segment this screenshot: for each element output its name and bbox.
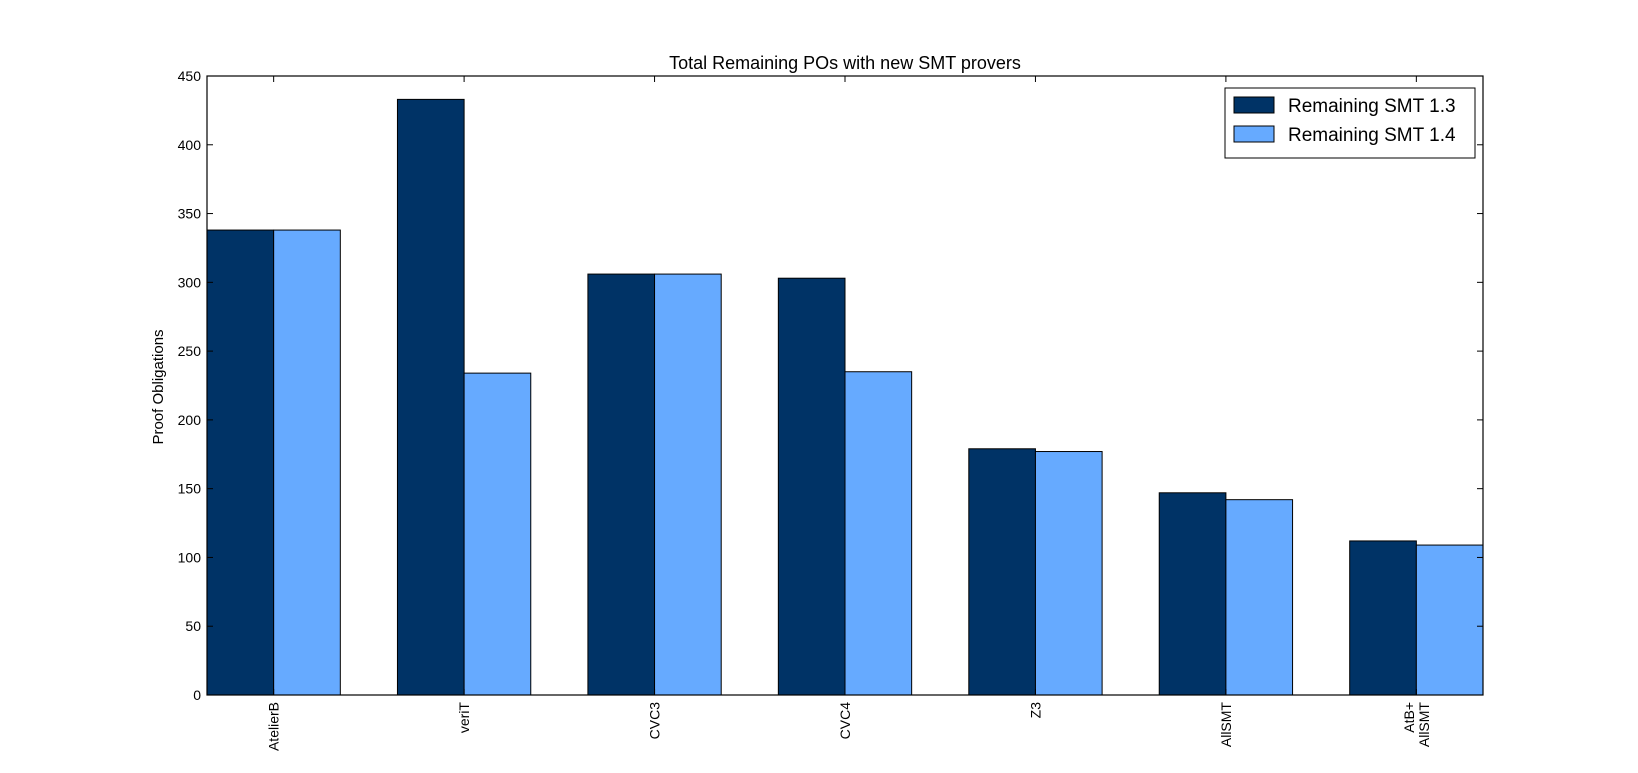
bar-series1-atelierb	[206, 229, 275, 696]
bars-group	[206, 98, 1484, 696]
bar-series1-allsmt	[1158, 492, 1227, 696]
legend-label-series2: Remaining SMT 1.4	[1288, 125, 1456, 146]
x-axis-ticks: AtelierB veriT CVC3 CVC4 Z3 AllSMT AtB+AllSMT	[266, 76, 1432, 751]
legend-swatch-series2	[1233, 125, 1275, 143]
x-tick-label: CVC3	[647, 702, 663, 740]
y-tick-label: 350	[178, 206, 202, 222]
x-tick-label: AtB+AllSMT	[1401, 702, 1432, 748]
x-tick-label: Z3	[1027, 702, 1043, 719]
y-tick-label: 450	[178, 68, 202, 84]
y-tick-label: 0	[193, 687, 201, 703]
bar-series2-atb-allsmt	[1415, 544, 1484, 696]
y-tick-label: 50	[185, 618, 201, 634]
y-axis-ticks: 0 50 100 150 200 250 300 350 400 450	[178, 68, 1483, 703]
bar-series2-verit	[463, 372, 532, 696]
x-tick-label: AllSMT	[1218, 702, 1234, 748]
bar-series1-verit	[396, 98, 465, 696]
bar-series1-cvc3	[587, 273, 656, 696]
legend-label-series1: Remaining SMT 1.3	[1288, 96, 1456, 117]
y-tick-label: 100	[178, 549, 202, 565]
legend-swatch-series1	[1233, 96, 1275, 114]
y-axis-label: Proof Obligations	[150, 329, 167, 444]
bar-series2-atelierb	[273, 229, 341, 696]
plot-frame	[206, 75, 1484, 696]
y-tick-label: 400	[178, 137, 202, 153]
x-tick-label: veriT	[456, 702, 472, 734]
bar-series2-z3	[1034, 451, 1103, 696]
legend: Remaining SMT 1.3 Remaining SMT 1.4	[1224, 87, 1476, 159]
bar-series1-cvc4	[777, 277, 846, 696]
y-tick-label: 300	[178, 274, 202, 290]
x-tick-label: CVC4	[837, 702, 853, 740]
y-tick-label: 150	[178, 481, 202, 497]
bar-series1-atb-allsmt	[1349, 540, 1417, 696]
y-tick-label: 250	[178, 343, 202, 359]
bar-series2-allsmt	[1225, 499, 1294, 696]
bar-series2-cvc3	[654, 273, 722, 696]
bar-series1-z3	[968, 448, 1036, 696]
chart-title: Total Remaining POs with new SMT provers	[669, 53, 1021, 73]
x-tick-label: AtelierB	[266, 702, 282, 751]
y-tick-label: 200	[178, 412, 202, 428]
bar-series2-cvc4	[844, 371, 913, 696]
